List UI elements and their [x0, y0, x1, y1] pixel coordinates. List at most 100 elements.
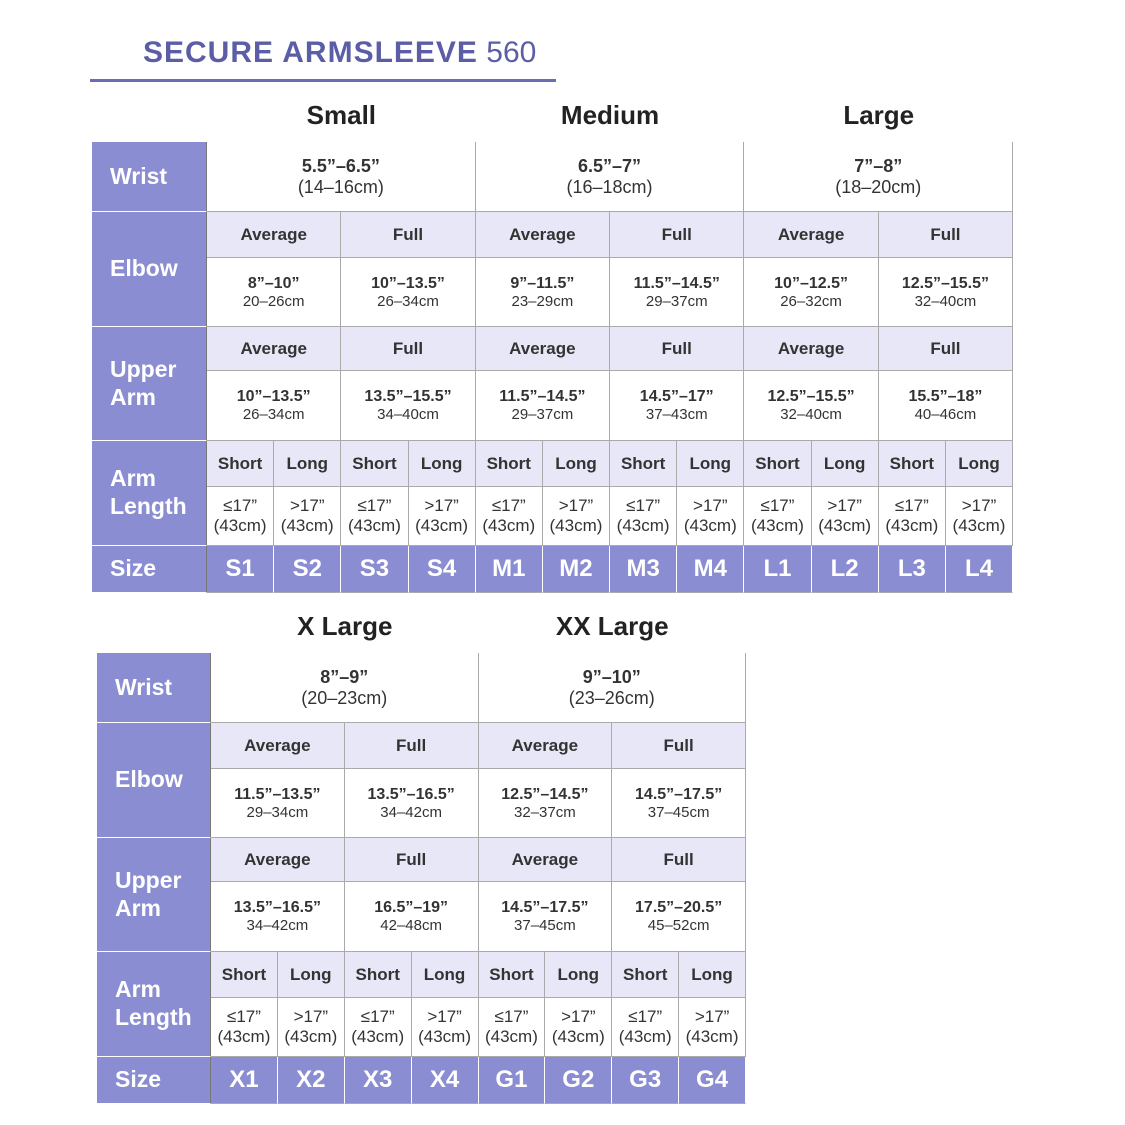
length-label: Short: [475, 441, 543, 487]
length-label: Long: [274, 441, 342, 487]
size-code: M4: [677, 546, 745, 593]
measure-inches: 8”–10”: [247, 274, 300, 292]
measure-inches: 13.5”–15.5”: [364, 388, 452, 405]
row-label-text: Arm Length: [115, 976, 192, 1030]
measure-cell: 12.5”–14.5” 32–37cm: [478, 769, 613, 838]
row-label: Arm Length: [97, 952, 211, 1057]
length-inches: ≤17”: [226, 1007, 261, 1026]
size-code: G1: [478, 1057, 546, 1104]
measure-inches: 12.5”–14.5”: [501, 785, 589, 803]
length-cm: (43cm): [213, 516, 267, 535]
wrist-cm: (14–16cm): [297, 176, 384, 197]
measure-cell: 8”–10” 20–26cm: [207, 258, 342, 327]
length-label: Long: [811, 441, 879, 487]
size-code: L2: [811, 546, 879, 593]
group-heading: Large: [843, 100, 915, 130]
length-cm: (43cm): [415, 516, 469, 535]
fit-label: Average: [475, 212, 611, 258]
measure-cell: 14.5”–17” 37–43cm: [610, 371, 745, 441]
length-cell: ≤17” (43cm): [475, 487, 543, 546]
length-inches: ≤17”: [626, 496, 661, 515]
length-inches: ≤17”: [360, 1007, 395, 1026]
measure-inches: 12.5”–15.5”: [901, 274, 990, 292]
length-inches: >17”: [561, 1007, 596, 1026]
length-inches: >17”: [290, 496, 325, 515]
measure-inches: 10”–13.5”: [371, 274, 445, 292]
group-heading: Small: [306, 100, 377, 130]
row-label-text: Arm Length: [110, 465, 187, 519]
row-label-text: Size: [110, 555, 157, 582]
measure-inches: 11.5”–14.5”: [499, 388, 586, 405]
fit-label: Average: [744, 327, 879, 371]
length-label: Long: [411, 952, 479, 998]
length-cm: (43cm): [952, 516, 1006, 535]
length-inches: >17”: [558, 496, 594, 515]
size-code: S3: [341, 546, 409, 593]
measure-cm: 37–45cm: [647, 803, 710, 821]
length-label: Long: [542, 441, 611, 487]
length-inches: ≤17”: [894, 496, 929, 515]
wrist-cm: (16–18cm): [566, 176, 653, 197]
size-code: G2: [545, 1057, 613, 1104]
length-inches: >17”: [694, 1007, 730, 1026]
length-cell: >17” (43cm): [277, 998, 345, 1057]
length-inches: ≤17”: [223, 496, 258, 515]
measure-cell: 13.5”–15.5” 34–40cm: [341, 371, 476, 441]
measure-cell: 13.5”–16.5” 34–42cm: [344, 769, 479, 838]
fit-label: Average: [207, 212, 342, 258]
row-label: Elbow: [97, 723, 211, 838]
row-label: Size: [97, 1057, 211, 1104]
measure-cm: 34–42cm: [246, 917, 309, 934]
measure-inches: 15.5”–18”: [908, 388, 983, 405]
measure-cm: 32–40cm: [914, 292, 977, 310]
length-inches: ≤17”: [628, 1007, 663, 1026]
fit-label: Average: [207, 327, 342, 371]
length-cell: >17” (43cm): [677, 487, 745, 546]
size-code: L4: [945, 546, 1014, 593]
fit-label: Average: [478, 723, 613, 769]
measure-cm: 45–52cm: [647, 917, 710, 934]
fit-label: Average: [475, 327, 611, 371]
length-label: Long: [277, 952, 345, 998]
measure-cell: 16.5”–19” 42–48cm: [344, 882, 479, 952]
measure-cm: 34–40cm: [377, 406, 439, 423]
measure-cell: 12.5”–15.5” 32–40cm: [878, 258, 1014, 327]
fit-label: Full: [878, 327, 1014, 371]
size-code: L3: [878, 546, 946, 593]
length-cm: (43cm): [351, 1027, 405, 1046]
measure-cm: 37–43cm: [645, 406, 708, 423]
measure-inches: 9”–11.5”: [510, 274, 575, 292]
measure-inches: 10”–12.5”: [774, 274, 848, 292]
length-cell: >17” (43cm): [679, 998, 746, 1057]
measure-cell: 12.5”–15.5” 32–40cm: [744, 371, 879, 441]
length-inches: >17”: [293, 1007, 329, 1026]
length-inches: ≤17”: [494, 1007, 529, 1026]
measure-inches: 11.5”–13.5”: [234, 785, 321, 803]
length-cell: ≤17” (43cm): [478, 998, 546, 1057]
measure-inches: 16.5”–19”: [374, 899, 449, 916]
length-cell: >17” (43cm): [545, 998, 613, 1057]
measure-inches: 14.5”–17.5”: [501, 899, 589, 916]
measure-cell: 11.5”–14.5” 29–37cm: [610, 258, 745, 327]
length-cell: ≤17” (43cm): [211, 998, 278, 1057]
row-label-text: Elbow: [115, 766, 183, 793]
fit-label: Full: [341, 327, 476, 371]
fit-label: Full: [344, 838, 479, 882]
size-code: S2: [274, 546, 342, 593]
length-label: Short: [207, 441, 275, 487]
wrist-inches: 8”–9”: [320, 666, 369, 687]
fit-label: Average: [211, 723, 345, 769]
measure-cm: 26–34cm: [242, 406, 305, 423]
measure-inches: 10”–13.5”: [236, 388, 311, 405]
measure-inches: 13.5”–16.5”: [367, 785, 455, 803]
measure-inches: 17.5”–20.5”: [635, 899, 723, 916]
length-cell: >17” (43cm): [408, 487, 476, 546]
measure-cell: 13.5”–16.5” 34–42cm: [211, 882, 345, 952]
measure-inches: 12.5”–15.5”: [767, 388, 855, 405]
wrist-cell: 7”–8” (18–20cm): [744, 142, 1014, 212]
fit-label: Average: [744, 212, 879, 258]
wrist-cm: (20–23cm): [301, 687, 388, 708]
size-code: X1: [211, 1057, 278, 1104]
row-label: Elbow: [92, 212, 207, 327]
fit-label: Full: [610, 327, 745, 371]
